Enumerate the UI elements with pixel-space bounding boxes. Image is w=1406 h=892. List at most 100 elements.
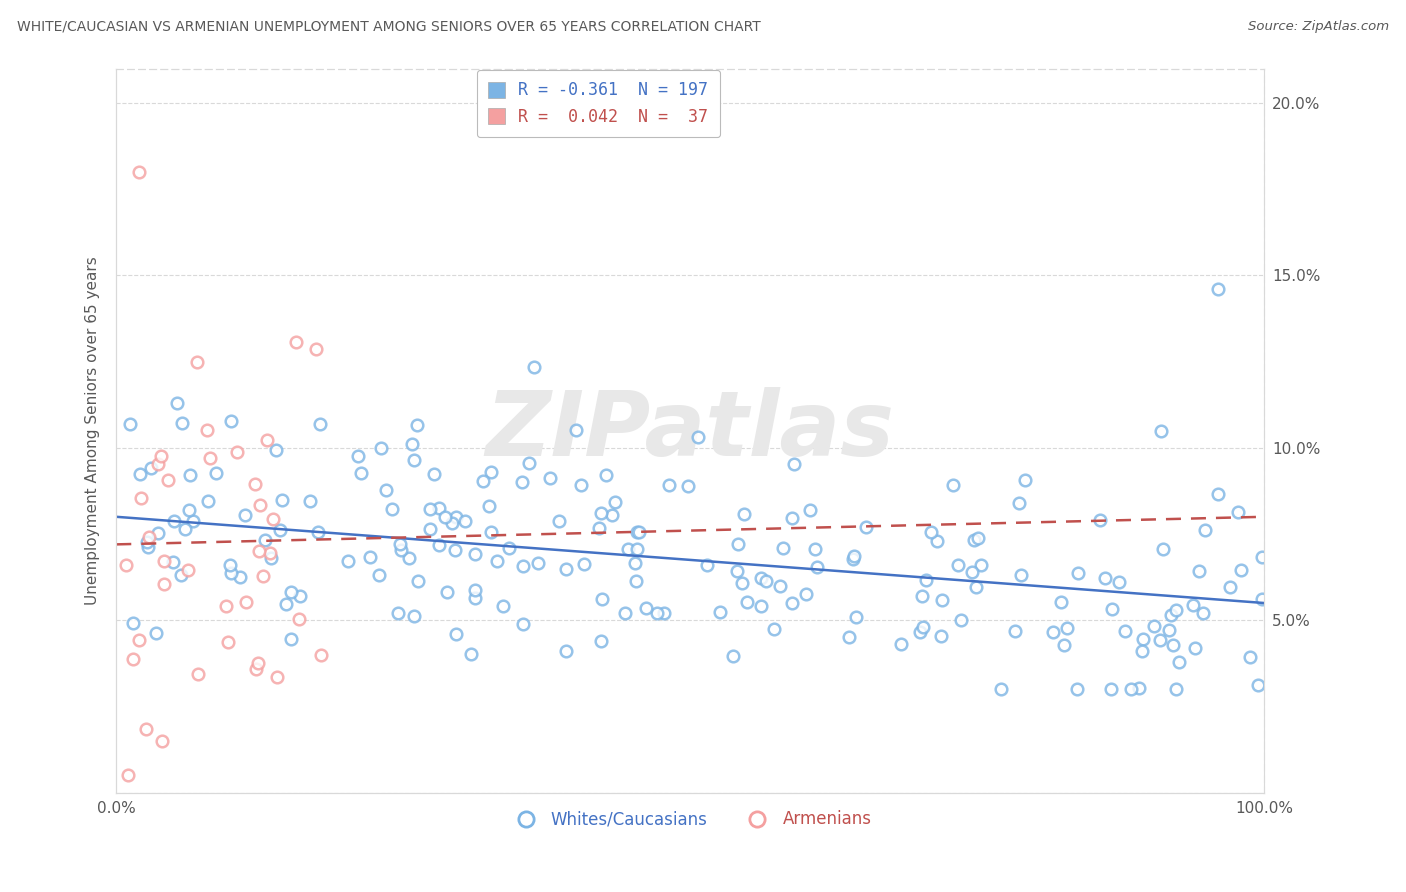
Point (197, 494, 219, 508)
Point (198, 450, 221, 465)
Point (1161, 638, 1184, 652)
Point (259, 546, 281, 560)
Point (117, 768, 139, 782)
Point (271, 492, 294, 507)
Point (128, 632, 150, 647)
Point (367, 567, 389, 582)
Point (122, 616, 145, 631)
Point (678, 479, 700, 493)
Point (381, 501, 404, 516)
Point (464, 582, 486, 597)
Point (197, 423, 219, 437)
Point (572, 558, 595, 572)
Point (806, 559, 828, 574)
Point (600, 508, 623, 522)
Point (727, 537, 749, 551)
Point (280, 584, 302, 599)
Point (246, 656, 269, 670)
Point (153, 577, 176, 591)
Point (122, 652, 145, 666)
Point (565, 423, 588, 437)
Point (276, 597, 298, 611)
Point (1090, 513, 1112, 527)
Point (228, 569, 250, 583)
Point (245, 476, 267, 491)
Point (838, 630, 860, 644)
Point (1251, 592, 1274, 607)
Point (845, 609, 868, 624)
Text: ZIPatlas: ZIPatlas (485, 386, 894, 475)
Point (269, 523, 291, 537)
Point (588, 521, 610, 535)
Point (266, 670, 288, 684)
Point (179, 468, 201, 483)
Point (391, 543, 413, 558)
Y-axis label: Unemployment Among Seniors over 65 years: Unemployment Among Seniors over 65 years (86, 256, 100, 605)
Point (186, 354, 208, 368)
Point (1010, 567, 1032, 582)
Point (443, 543, 465, 558)
Point (1230, 563, 1253, 577)
Point (1099, 682, 1122, 697)
Point (1182, 599, 1205, 613)
Point (737, 595, 759, 609)
Point (173, 522, 195, 536)
Point (782, 597, 804, 611)
Point (288, 612, 311, 626)
Point (460, 647, 482, 661)
Point (616, 542, 638, 557)
Point (249, 499, 271, 513)
Point (1008, 496, 1031, 510)
Point (170, 567, 193, 582)
Point (1157, 623, 1180, 637)
Point (1164, 603, 1187, 617)
Point (910, 624, 932, 639)
Point (709, 605, 731, 619)
Point (252, 569, 274, 583)
Point (696, 558, 718, 572)
Point (436, 585, 458, 599)
Point (949, 613, 972, 627)
Point (181, 514, 204, 528)
Point (749, 599, 772, 613)
Point (799, 503, 821, 517)
Point (929, 629, 952, 643)
Point (591, 634, 613, 648)
Point (626, 524, 648, 539)
Point (138, 530, 160, 544)
Point (804, 542, 827, 557)
Text: Source: ZipAtlas.com: Source: ZipAtlas.com (1249, 20, 1389, 33)
Point (931, 592, 953, 607)
Point (510, 475, 533, 489)
Point (446, 627, 468, 641)
Point (1206, 282, 1229, 296)
Point (538, 471, 561, 485)
Point (780, 511, 803, 525)
Point (725, 564, 748, 578)
Point (1042, 625, 1064, 640)
Point (512, 559, 534, 574)
Point (605, 495, 627, 509)
Point (967, 531, 990, 545)
Point (946, 558, 969, 572)
Point (1219, 580, 1241, 594)
Point (233, 508, 256, 522)
Point (141, 461, 163, 475)
Point (471, 474, 494, 488)
Point (166, 396, 188, 410)
Point (150, 734, 173, 748)
Point (1152, 541, 1174, 556)
Point (769, 579, 792, 593)
Point (402, 608, 425, 623)
Point (755, 574, 778, 588)
Point (219, 414, 242, 428)
Point (247, 544, 270, 558)
Point (1053, 638, 1076, 652)
Point (406, 418, 429, 433)
Point (1049, 595, 1071, 609)
Point (145, 625, 167, 640)
Point (205, 466, 228, 480)
Point (434, 510, 457, 524)
Point (1108, 574, 1130, 589)
Point (794, 587, 817, 601)
